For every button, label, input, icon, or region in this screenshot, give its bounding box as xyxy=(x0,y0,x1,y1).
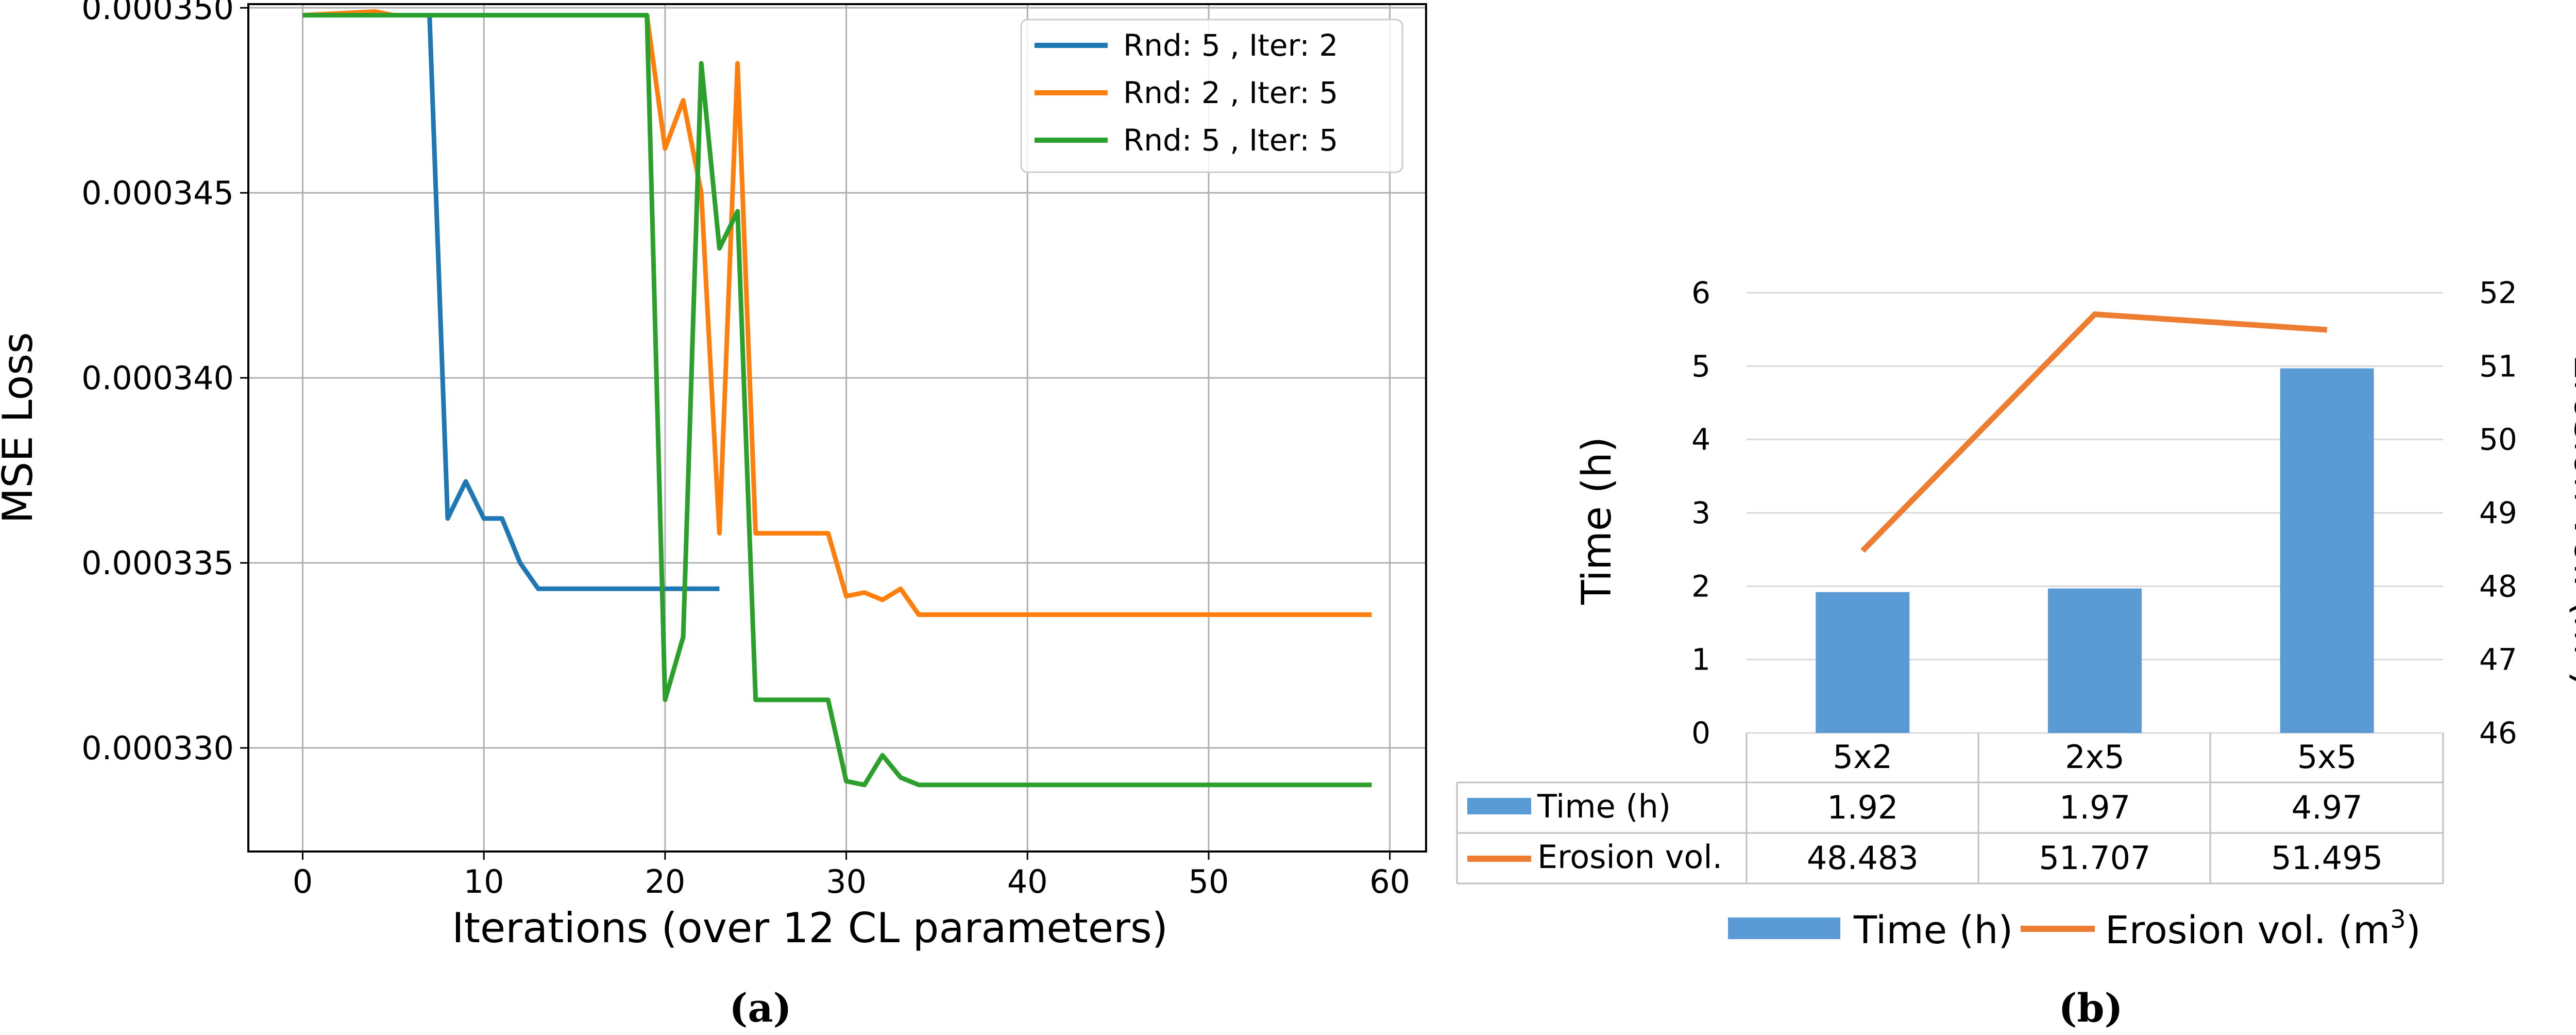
b-bar-2x5 xyxy=(2048,588,2142,733)
a-ytick-label: 0.000350 xyxy=(81,0,234,27)
table-category-5x2: 5x2 xyxy=(1833,738,1893,776)
panel-a-x-axis-title: Iterations (over 12 CL parameters) xyxy=(452,904,1168,952)
panel-a-x-ticks: 0 10 20 30 40 50 60 xyxy=(293,852,1410,900)
b-right-tick-label: 50 xyxy=(2479,422,2517,457)
b-left-tick-label: 0 xyxy=(1691,715,1710,750)
b-left-tick-label: 4 xyxy=(1691,422,1710,457)
panel-b-legend: Time (h) Erosion vol. (m3) xyxy=(1728,905,2421,953)
panel-b-right-ticks: 46 47 48 49 50 51 52 xyxy=(2479,275,2517,750)
table-row-label-time: Time (h) xyxy=(1537,788,1671,825)
b-left-tick-label: 3 xyxy=(1691,495,1710,530)
a-xtick-label: 30 xyxy=(826,863,867,900)
panel-a-plot-frame xyxy=(247,3,1427,853)
a-ytick-label: 0.000330 xyxy=(81,729,234,767)
panel-b-left-ticks: 0 1 2 3 4 5 6 xyxy=(1691,275,1710,750)
table-time-cell: 4.97 xyxy=(2292,789,2363,826)
panel-a-line-chart: 0 10 20 30 40 50 60 0.0003300.0003350.0003400.… xyxy=(0,0,1427,1031)
a-legend-label-1: Rnd: 5 , Iter: 2 xyxy=(1123,28,1338,63)
b-left-tick-label: 6 xyxy=(1691,275,1710,310)
legend-erosion-label: Erosion vol. (m3) xyxy=(2105,905,2421,953)
panel-a-legend-items: Rnd: 5 , Iter: 2 Rnd: 2 , Iter: 5 Rnd: 5 ,… xyxy=(1035,28,1338,158)
a-legend-label-3: Rnd: 5 , Iter: 5 xyxy=(1123,123,1338,158)
a-xtick-label: 0 xyxy=(293,863,313,900)
b-erosion-line xyxy=(1860,311,2328,553)
b-right-tick-label: 47 xyxy=(2479,642,2517,677)
a-ytick-label: 0.000340 xyxy=(81,359,234,397)
a-xtick-label: 60 xyxy=(1369,863,1410,900)
panel-b-right-axis-title: Erosion vol. (m3) xyxy=(2565,354,2576,687)
b-left-tick-label: 1 xyxy=(1691,642,1710,677)
panel-b-left-axis-title: Time (h) xyxy=(1574,437,1620,605)
table-row-label-erosion: Erosion vol. xyxy=(1537,838,1722,876)
a-xtick-label: 20 xyxy=(645,863,685,900)
panel-a-y-axis-title: MSE Loss xyxy=(0,332,42,523)
b-right-tick-label: 49 xyxy=(2479,495,2517,530)
panel-b-data-table: 5x21.9248.4832x51.9751.7075x54.9751.495 … xyxy=(1456,733,2444,884)
a-xtick-label: 10 xyxy=(464,863,504,900)
legend-time-label: Time (h) xyxy=(1853,908,2013,953)
table-time-key xyxy=(1467,798,1531,814)
panel-b-bars xyxy=(1816,368,2374,733)
panel-a-legend: Rnd: 5 , Iter: 2 Rnd: 2 , Iter: 5 Rnd: 5 ,… xyxy=(1020,19,1403,173)
panel-a-caption: (a) xyxy=(729,985,791,1031)
panel-b-caption: (b) xyxy=(2058,985,2123,1031)
panel-a-y-ticks: 0.000330 0.000335 0.000340 0.000345 0.000350 xyxy=(81,0,248,767)
table-erosion-cell: 48.483 xyxy=(1807,839,1919,877)
table-time-cell: 1.97 xyxy=(2059,789,2130,826)
b-right-tick-label: 48 xyxy=(2479,569,2517,604)
panel-b-combo-chart: 0 1 2 3 4 5 6 46 47 48 49 50 51 52 Time (h) Erosion … xyxy=(1456,275,2576,1031)
a-xtick-label: 50 xyxy=(1189,863,1229,900)
panel-a-legend-box xyxy=(1020,19,1403,173)
table-gridlines xyxy=(1456,733,2444,884)
a-ytick-label: 0.000345 xyxy=(81,174,234,212)
table-erosion-cell: 51.707 xyxy=(2039,839,2151,877)
panel-b-line xyxy=(1860,311,2328,553)
b-left-tick-label: 5 xyxy=(1691,348,1710,383)
b-right-tick-label: 52 xyxy=(2479,275,2517,310)
b-bar-5x5 xyxy=(2280,368,2374,733)
a-xtick-label: 40 xyxy=(1007,863,1048,900)
table-time-cell: 1.92 xyxy=(1827,789,1898,826)
a-series-line-3 xyxy=(302,13,1372,788)
table-category-2x5: 2x5 xyxy=(2065,738,2125,776)
panel-a-series xyxy=(302,9,1372,788)
b-right-tick-label: 46 xyxy=(2479,715,2517,750)
table-erosion-cell: 51.495 xyxy=(2271,839,2383,877)
a-ytick-label: 0.000335 xyxy=(81,544,234,582)
b-right-tick-label: 51 xyxy=(2479,348,2517,383)
a-legend-label-2: Rnd: 2 , Iter: 5 xyxy=(1123,75,1338,110)
b-bar-5x2 xyxy=(1816,592,1910,733)
table-category-5x5: 5x5 xyxy=(2297,738,2357,776)
table-cells: 5x2 1.92 48.483 2x5 1.97 51.707 5x5 4.97 51.495 xyxy=(1807,738,2383,877)
b-left-tick-label: 2 xyxy=(1691,569,1710,604)
legend-time-swatch xyxy=(1728,917,1840,939)
